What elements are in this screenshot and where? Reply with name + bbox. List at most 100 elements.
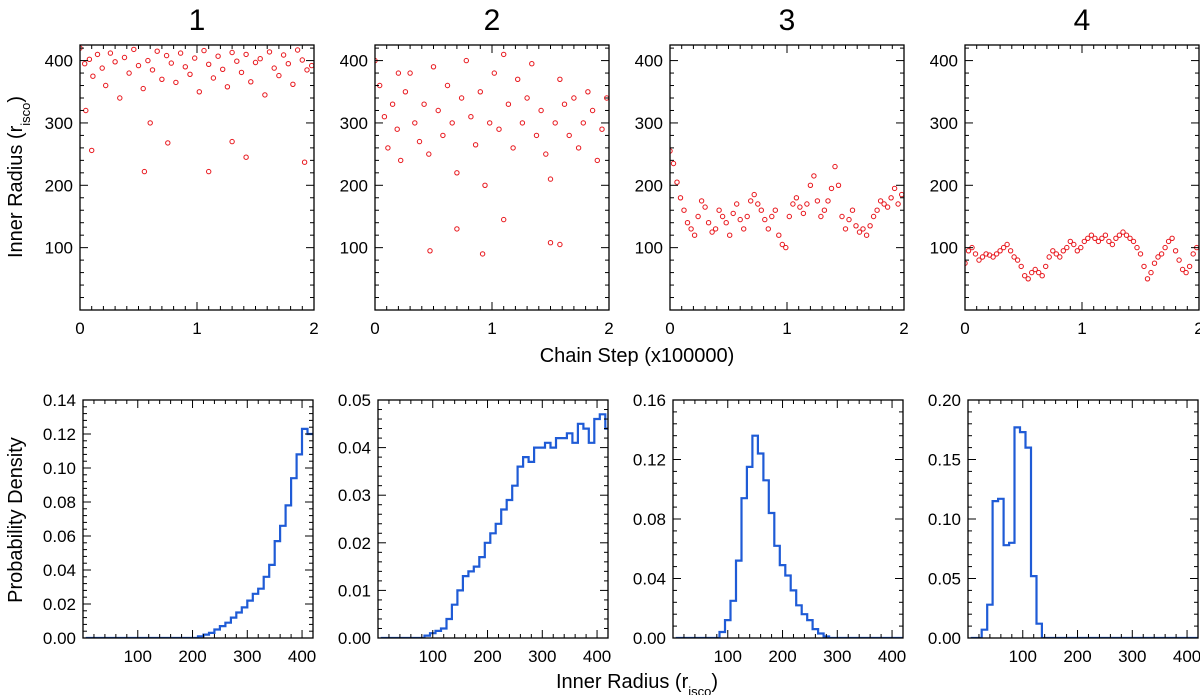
- trace-point: [1064, 244, 1070, 251]
- trace-point: [580, 120, 586, 126]
- trace-point: [1095, 238, 1102, 245]
- y-tick-label: 0.02: [43, 595, 76, 614]
- y-tick-label: 100: [635, 239, 663, 258]
- y-tick-label: 400: [635, 52, 663, 71]
- x-tick-label: 400: [1173, 647, 1200, 666]
- trace-point: [165, 140, 171, 146]
- trace-point: [849, 207, 856, 213]
- trace-point: [688, 226, 694, 232]
- trace-point: [501, 216, 507, 223]
- trace-point: [90, 73, 96, 79]
- trace-point: [243, 51, 249, 58]
- trace-point: [458, 95, 465, 101]
- trace-point: [769, 213, 775, 220]
- y-tick-label: 200: [635, 176, 663, 195]
- trace-point: [168, 60, 175, 66]
- plot-frame: [672, 399, 904, 639]
- trace-point: [89, 147, 95, 154]
- trace-point: [135, 62, 142, 69]
- trace-point: [818, 213, 824, 220]
- trace-point: [389, 101, 396, 107]
- plot-frame: [377, 399, 609, 639]
- trace-point: [1113, 235, 1119, 242]
- trace-point: [206, 168, 212, 175]
- trace-point: [1053, 251, 1060, 257]
- trace-point: [173, 79, 179, 86]
- trace-point: [1007, 248, 1014, 254]
- y-tick-label: 200: [45, 176, 73, 195]
- trace-point: [800, 210, 807, 217]
- trace-point: [1057, 254, 1063, 260]
- x-tick-label: 0: [75, 319, 84, 338]
- trace-point: [698, 198, 705, 204]
- trace-point: [1183, 269, 1189, 276]
- trace-point: [779, 241, 785, 248]
- x-tick-label: 400: [583, 647, 611, 666]
- trace-point: [82, 61, 88, 67]
- trace-point: [290, 81, 296, 88]
- trace-point: [1004, 241, 1010, 248]
- trace-point: [716, 207, 722, 213]
- x-tick-label: 400: [288, 647, 316, 666]
- trace-point: [1046, 254, 1052, 260]
- trace-point: [670, 148, 673, 154]
- trace-point: [159, 76, 165, 83]
- trace-point: [976, 257, 982, 263]
- trace-point: [1043, 263, 1049, 270]
- y-tick-label: 200: [340, 176, 368, 195]
- histogram-step-line: [380, 413, 608, 638]
- trace-point: [1144, 276, 1151, 282]
- trace-point: [674, 179, 680, 185]
- trace-point: [103, 82, 109, 89]
- x-tick-label: 0: [665, 319, 674, 338]
- trace-point: [1162, 244, 1168, 251]
- trace-point: [187, 71, 193, 78]
- data-layer: [380, 413, 608, 638]
- trace-point: [533, 132, 540, 139]
- trace-point: [262, 92, 268, 98]
- trace-point: [1085, 235, 1091, 242]
- trace-point: [1039, 273, 1045, 279]
- trace-point: [1102, 232, 1109, 238]
- trace-point: [755, 201, 761, 207]
- trace-point: [407, 70, 413, 76]
- x-tick-label: 1: [782, 319, 791, 338]
- x-tick-label: 1: [192, 319, 201, 338]
- trace-point: [874, 207, 880, 213]
- trace-point: [860, 226, 866, 232]
- y-tick-label: 0.06: [43, 527, 76, 546]
- trace-point: [877, 198, 884, 204]
- trace-point: [238, 69, 245, 76]
- trace-point: [737, 216, 743, 223]
- y-tick-label: 0.00: [43, 629, 76, 648]
- trace-point: [783, 244, 789, 251]
- trace-point: [524, 95, 530, 101]
- trace-point: [734, 201, 740, 207]
- trace-point: [1014, 257, 1021, 263]
- trace-point: [257, 56, 263, 62]
- trace-point: [472, 142, 479, 148]
- trace-point: [224, 84, 231, 90]
- trace-point: [993, 251, 1000, 257]
- trace-point: [807, 182, 814, 189]
- y-tick-label: 0.00: [633, 629, 666, 648]
- data-layer: [970, 426, 1198, 638]
- trace-point: [821, 207, 828, 213]
- trace-point: [814, 198, 821, 204]
- trace-point: [835, 182, 842, 189]
- data-layer: [670, 148, 904, 251]
- trace-point: [832, 163, 838, 170]
- trace-point: [477, 89, 483, 95]
- trace-point: [519, 120, 526, 126]
- y-tick-label: 0.12: [43, 425, 76, 444]
- trace-point: [454, 170, 460, 176]
- trace-point: [972, 251, 979, 257]
- trace-point: [895, 201, 901, 207]
- trace-point: [702, 204, 708, 210]
- trace-point: [430, 64, 437, 70]
- plot-frame: [79, 44, 315, 311]
- trace-point: [210, 75, 217, 81]
- trace-point: [220, 66, 226, 73]
- trace-point: [381, 114, 388, 120]
